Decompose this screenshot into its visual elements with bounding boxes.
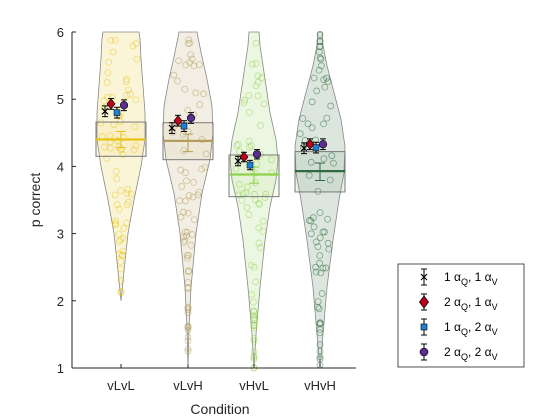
legend-text-part: 2 α bbox=[444, 295, 461, 309]
model-marker-square bbox=[114, 110, 120, 116]
y-tick-label: 2 bbox=[57, 294, 64, 309]
legend-marker-circle bbox=[420, 348, 428, 356]
x-tick-label: vLvH bbox=[173, 378, 203, 393]
legend-subscript: Q bbox=[461, 352, 468, 362]
x-tick-label: vHvH bbox=[304, 378, 336, 393]
model-marker-circle bbox=[187, 114, 195, 122]
model-marker-circle bbox=[319, 140, 327, 148]
legend-subscript: V bbox=[492, 302, 498, 312]
x-tick-label: vHvL bbox=[239, 378, 269, 393]
legend-subscript: V bbox=[492, 352, 498, 362]
violin-body bbox=[97, 32, 145, 301]
y-tick-label: 4 bbox=[57, 159, 64, 174]
y-tick-label: 1 bbox=[57, 361, 64, 376]
legend-text-part: 1 α bbox=[444, 320, 461, 334]
violin-body bbox=[163, 32, 213, 368]
y-tick-label: 6 bbox=[57, 25, 64, 40]
model-marker-circle bbox=[253, 151, 261, 159]
model-marker-square bbox=[247, 162, 253, 168]
legend-subscript: V bbox=[492, 327, 498, 337]
legend-text-part: , 1 α bbox=[468, 270, 492, 284]
legend-text-part: , 2 α bbox=[468, 345, 492, 359]
legend: 1 αQ, 1 αV 2 αQ, 1 αV 1 αQ, 2 αV 2 αQ, 2… bbox=[398, 264, 524, 367]
plot-area bbox=[72, 31, 345, 370]
model-marker-circle bbox=[120, 101, 128, 109]
legend-text-part: , 2 α bbox=[468, 320, 492, 334]
legend-subscript: Q bbox=[461, 277, 468, 287]
violin-body bbox=[230, 32, 278, 368]
legend-text-part: , 1 α bbox=[468, 295, 492, 309]
model-marker-square bbox=[313, 145, 319, 151]
violin-body bbox=[295, 32, 345, 368]
legend-subscript: Q bbox=[461, 302, 468, 312]
legend-subscript: Q bbox=[461, 327, 468, 337]
y-tick-label: 5 bbox=[57, 92, 64, 107]
y-axis-label: p correct bbox=[27, 173, 43, 228]
model-marker-square bbox=[181, 123, 187, 129]
legend-text-part: 2 α bbox=[444, 345, 461, 359]
legend-text-part: 1 α bbox=[444, 270, 461, 284]
y-tick-label: 3 bbox=[57, 227, 64, 242]
x-axis-label: Condition bbox=[190, 401, 249, 417]
legend-subscript: V bbox=[492, 277, 498, 287]
legend-marker-square bbox=[421, 324, 427, 330]
x-tick-label: vLvL bbox=[107, 378, 134, 393]
